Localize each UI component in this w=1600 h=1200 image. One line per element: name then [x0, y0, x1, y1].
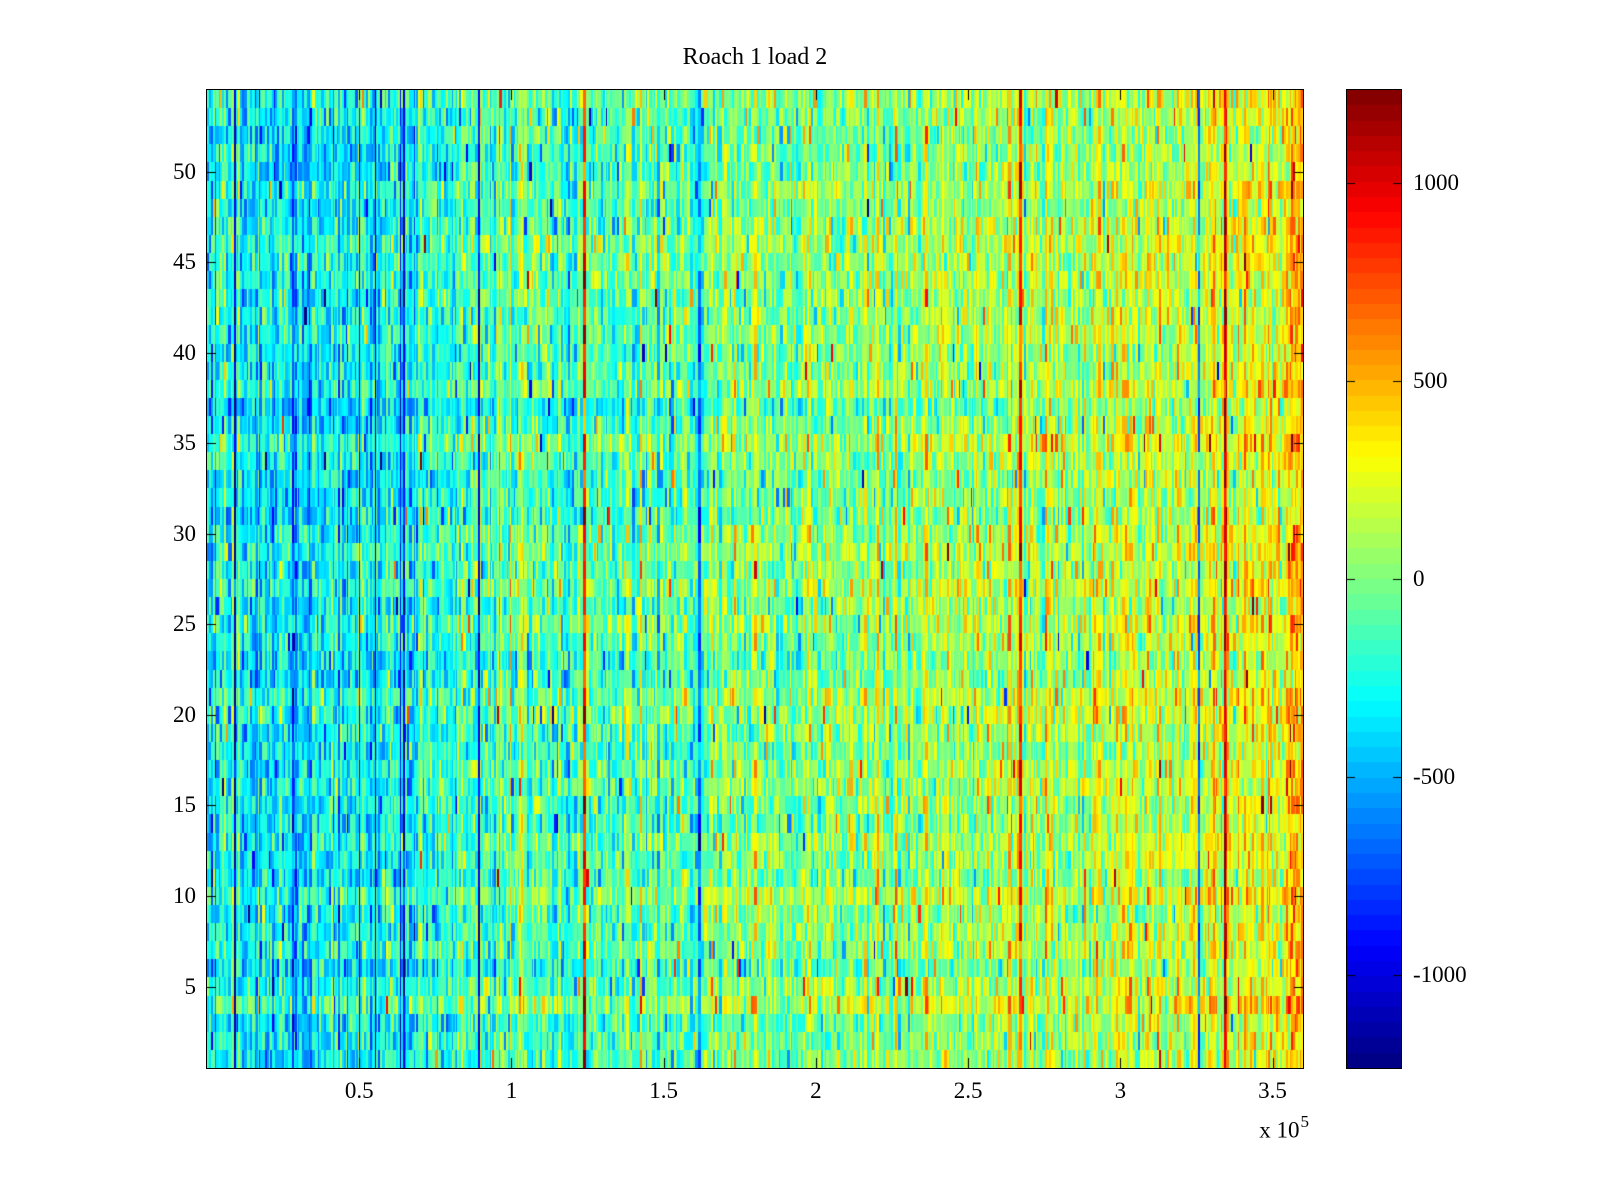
colorbar-gradient [1347, 90, 1401, 1068]
colorbar-tick-label: 500 [1413, 368, 1448, 394]
heatmap-image [207, 90, 1303, 1068]
colorbar [1346, 89, 1402, 1069]
x-tick-label: 1.5 [649, 1078, 679, 1103]
exponent-power: 5 [1300, 1112, 1310, 1131]
colorbar-tick-label: -500 [1413, 763, 1456, 789]
x-axis-exponent-label: x 105 [1150, 1104, 1310, 1144]
y-tick-label: 15 [173, 792, 196, 818]
heatmap-axes [206, 89, 1304, 1069]
x-tick-label: 2 [810, 1078, 822, 1103]
y-tick-label: 45 [173, 249, 196, 275]
x-tick-label: 2.5 [953, 1078, 983, 1103]
y-tick-label: 20 [173, 701, 196, 727]
x-tick-label: 0.5 [344, 1078, 374, 1103]
colorbar-tick-label: 1000 [1413, 170, 1459, 196]
y-tick-label: 25 [173, 611, 196, 637]
y-tick-label: 50 [173, 158, 196, 184]
x-tick-label: 1 [505, 1078, 518, 1103]
y-tick-label: 30 [173, 520, 196, 546]
plot-title: Roach 1 load 2 [682, 44, 828, 70]
y-tick-label: 40 [173, 339, 196, 365]
y-tick-label: 10 [173, 882, 196, 908]
y-tick-label: 5 [184, 973, 197, 999]
colorbar-tick-label: -1000 [1413, 961, 1467, 987]
x-tick-label: 3 [1114, 1078, 1127, 1103]
x-tick-label: 3.5 [1258, 1078, 1287, 1103]
exponent-prefix: x 10 [1259, 1117, 1300, 1143]
y-tick-label: 35 [173, 430, 196, 456]
colorbar-tick-label: 0 [1413, 566, 1425, 591]
